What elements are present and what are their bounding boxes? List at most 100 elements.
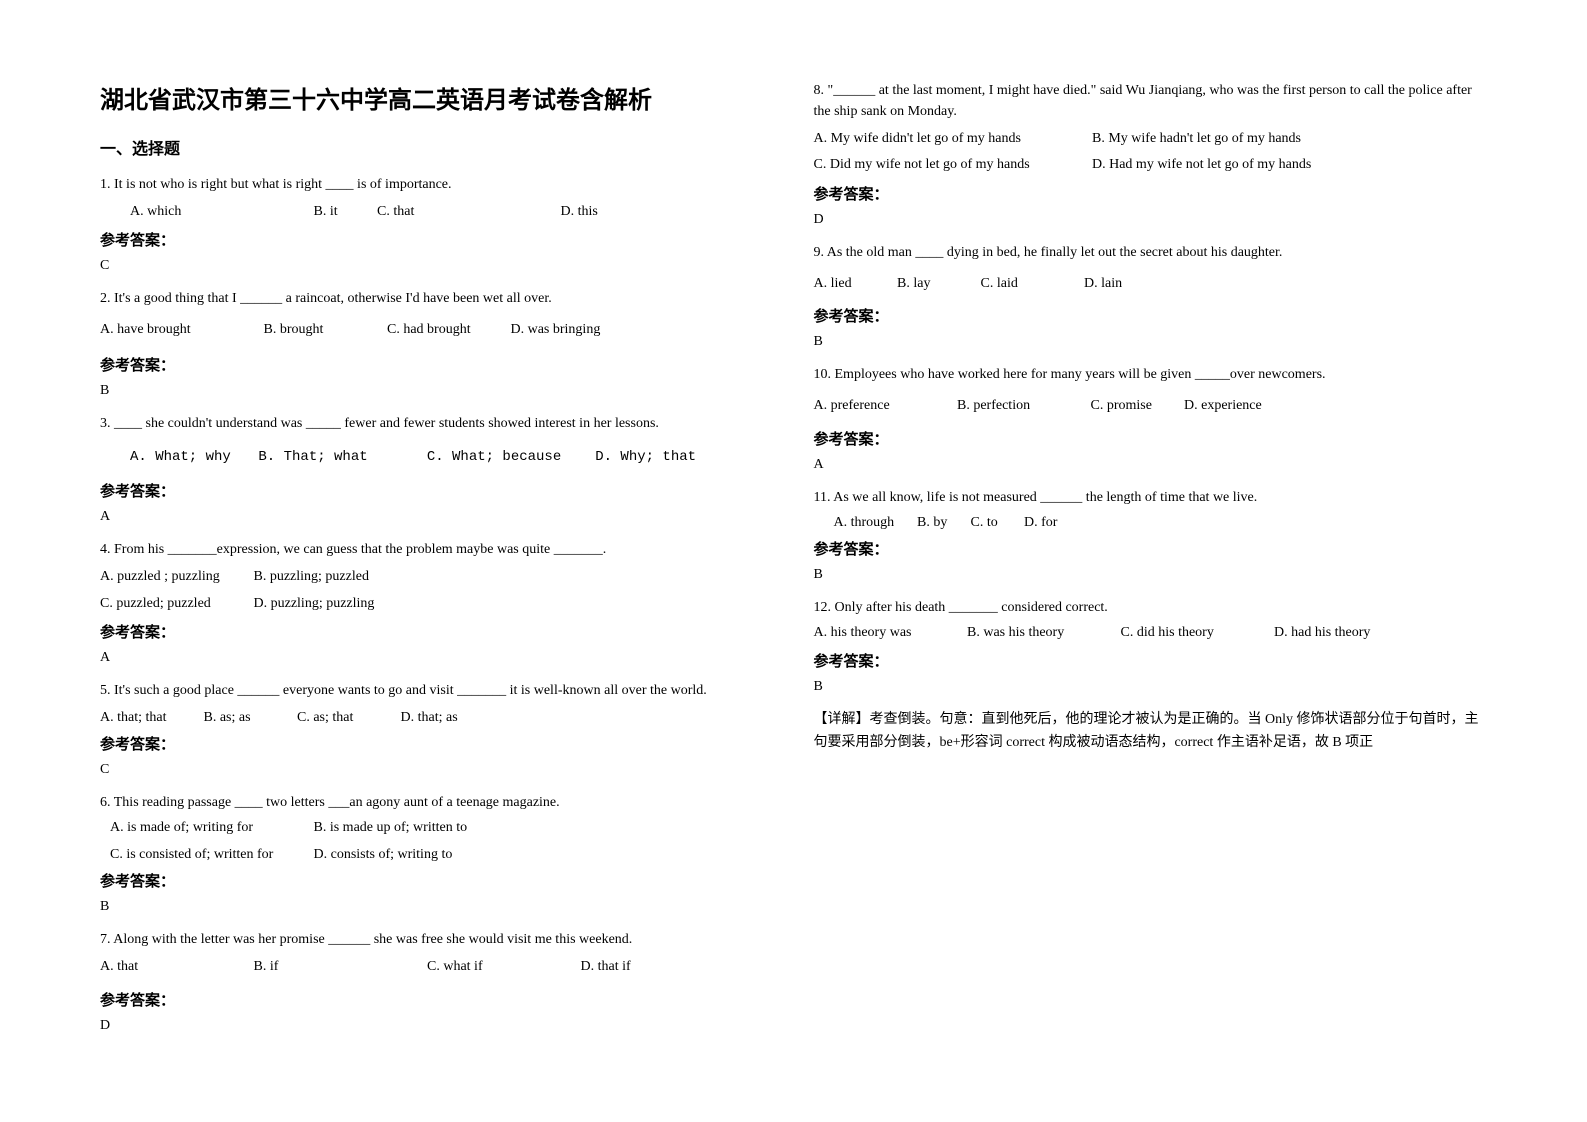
q8-answer: D (814, 212, 1488, 228)
q3-options: A. What; why B. That; what C. What; beca… (100, 446, 774, 468)
q8-options-2: C. Did my wife not let go of my hands D.… (814, 154, 1488, 176)
q1-text: 1. It is not who is right but what is ri… (100, 174, 774, 195)
q2-answer: B (100, 383, 774, 399)
answer-label: 参考答案： (100, 354, 774, 375)
q3-A: A. What; why (130, 446, 250, 468)
q9-B: B. lay (897, 273, 977, 295)
q4-options-1: A. puzzled ; puzzling B. puzzling; puzzl… (100, 566, 774, 588)
q10-text: 10. Employees who have worked here for m… (814, 364, 1488, 385)
q1-B: B. it (314, 201, 374, 223)
q9-text: 9. As the old man ____ dying in bed, he … (814, 242, 1488, 263)
q1-options: A. which B. it C. that D. this (100, 201, 774, 223)
q10-answer: A (814, 457, 1488, 473)
q7-text: 7. Along with the letter was her promise… (100, 929, 774, 950)
q11-C: C. to (971, 512, 1021, 534)
q6-D: D. consists of; writing to (314, 844, 453, 866)
q9-D: D. lain (1084, 273, 1122, 295)
q1-C: C. that (377, 201, 557, 223)
q9-answer: B (814, 334, 1488, 350)
q11-B: B. by (917, 512, 967, 534)
q7-D: D. that if (581, 956, 631, 978)
q8-A: A. My wife didn't let go of my hands (814, 128, 1089, 150)
q4-options-2: C. puzzled; puzzled D. puzzling; puzzlin… (100, 593, 774, 615)
q1-A: A. which (130, 201, 310, 223)
q6-answer: B (100, 899, 774, 915)
answer-label: 参考答案： (814, 650, 1488, 671)
q1-answer: C (100, 258, 774, 274)
q8-options-1: A. My wife didn't let go of my hands B. … (814, 128, 1488, 150)
q11-text: 11. As we all know, life is not measured… (814, 487, 1488, 508)
q10-options: A. preference B. perfection C. promise D… (814, 395, 1488, 417)
q2-C: C. had brought (387, 319, 507, 341)
q7-B: B. if (254, 956, 424, 978)
answer-label: 参考答案： (100, 870, 774, 891)
q4-C: C. puzzled; puzzled (100, 593, 250, 615)
q4-A: A. puzzled ; puzzling (100, 566, 250, 588)
q11-options: A. through B. by C. to D. for (814, 512, 1488, 534)
q8-B: B. My wife hadn't let go of my hands (1092, 128, 1301, 150)
q12-D: D. had his theory (1274, 622, 1370, 644)
q3-answer: A (100, 509, 774, 525)
q2-A: A. have brought (100, 319, 260, 341)
q4-B: B. puzzling; puzzled (254, 566, 369, 588)
q12-C: C. did his theory (1121, 622, 1271, 644)
doc-title: 湖北省武汉市第三十六中学高二英语月考试卷含解析 (100, 80, 774, 115)
answer-label: 参考答案： (100, 733, 774, 754)
q8-C: C. Did my wife not let go of my hands (814, 154, 1089, 176)
answer-label: 参考答案： (100, 229, 774, 250)
q1-D: D. this (561, 201, 598, 223)
q3-D: D. Why; that (595, 446, 696, 468)
answer-label: 参考答案： (100, 480, 774, 501)
q5-B: B. as; as (204, 707, 294, 729)
q6-C: C. is consisted of; written for (110, 844, 310, 866)
answer-label: 参考答案： (814, 538, 1488, 559)
answer-label: 参考答案： (100, 989, 774, 1010)
q8-D: D. Had my wife not let go of my hands (1092, 154, 1311, 176)
q4-text: 4. From his _______expression, we can gu… (100, 539, 774, 560)
q4-D: D. puzzling; puzzling (254, 593, 375, 615)
q6-B: B. is made up of; written to (314, 817, 468, 839)
q10-D: D. experience (1184, 395, 1262, 417)
q5-C: C. as; that (297, 707, 397, 729)
q10-B: B. perfection (957, 395, 1087, 417)
q2-D: D. was bringing (511, 319, 601, 341)
section-header: 一、选择题 (100, 135, 774, 159)
q2-text: 2. It's a good thing that I ______ a rai… (100, 288, 774, 309)
q10-A: A. preference (814, 395, 954, 417)
q5-answer: C (100, 762, 774, 778)
q9-C: C. laid (981, 273, 1081, 295)
q5-D: D. that; as (401, 707, 458, 729)
q9-A: A. lied (814, 273, 894, 295)
q5-text: 5. It's such a good place ______ everyon… (100, 680, 774, 701)
q12-text: 12. Only after his death _______ conside… (814, 597, 1488, 618)
answer-label: 参考答案： (814, 305, 1488, 326)
q8-text: 8. "______ at the last moment, I might h… (814, 80, 1488, 122)
q2-B: B. brought (264, 319, 384, 341)
q7-C: C. what if (427, 956, 577, 978)
q7-answer: D (100, 1018, 774, 1034)
q3-text: 3. ____ she couldn't understand was ____… (100, 413, 774, 434)
q5-options: A. that; that B. as; as C. as; that D. t… (100, 707, 774, 729)
q11-A: A. through (834, 512, 914, 534)
q6-options-2: C. is consisted of; written for D. consi… (100, 844, 774, 866)
q4-answer: A (100, 650, 774, 666)
q7-options: A. that B. if C. what if D. that if (100, 956, 774, 978)
q11-answer: B (814, 567, 1488, 583)
q6-text: 6. This reading passage ____ two letters… (100, 792, 774, 813)
q12-answer: B (814, 679, 1488, 695)
answer-label: 参考答案： (814, 183, 1488, 204)
q2-options: A. have brought B. brought C. had brough… (100, 319, 774, 341)
q7-A: A. that (100, 956, 250, 978)
q6-A: A. is made of; writing for (110, 817, 310, 839)
q10-C: C. promise (1091, 395, 1181, 417)
q12-B: B. was his theory (967, 622, 1117, 644)
q3-C: C. What; because (427, 446, 587, 468)
answer-label: 参考答案： (814, 428, 1488, 449)
q11-D: D. for (1024, 512, 1057, 534)
q5-A: A. that; that (100, 707, 200, 729)
q12-explain: 【详解】考查倒装。句意：直到他死后，他的理论才被认为是正确的。当 Only 修饰… (814, 709, 1488, 754)
q12-options: A. his theory was B. was his theory C. d… (814, 622, 1488, 644)
q9-options: A. lied B. lay C. laid D. lain (814, 273, 1488, 295)
q12-A: A. his theory was (814, 622, 964, 644)
answer-label: 参考答案： (100, 621, 774, 642)
